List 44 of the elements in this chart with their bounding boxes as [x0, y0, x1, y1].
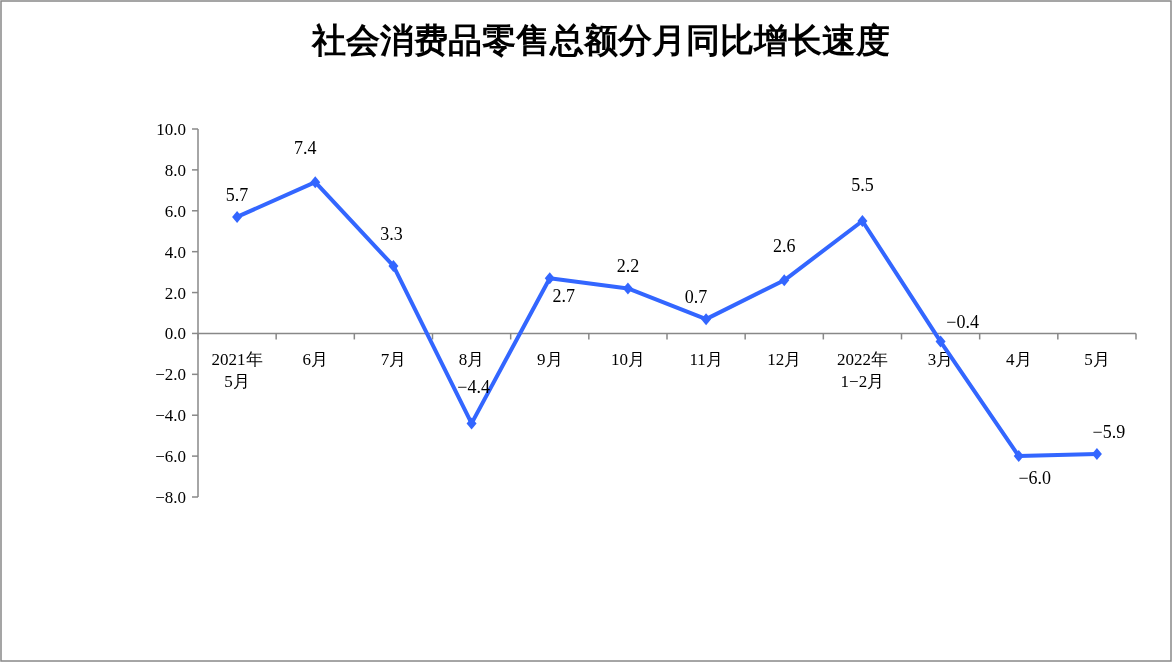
point	[544, 272, 555, 285]
x-tick-label: 4月	[1006, 350, 1032, 370]
x-tick-label: 10月	[610, 350, 645, 370]
chart-title: 社会消费品零售总额分月同比增长速度	[311, 22, 890, 59]
point	[310, 176, 321, 189]
x-tick-label: 12月	[767, 350, 802, 370]
data-label: 2.2	[616, 256, 640, 277]
y-tick-label: −4.0	[155, 406, 186, 426]
y-tick-label: −6.0	[155, 447, 186, 467]
x-tick-label: 5月	[1084, 350, 1110, 370]
data-label: −6.0	[1018, 468, 1052, 489]
y-tick-label: 4.0	[164, 242, 186, 262]
y-tick-label: −2.0	[155, 365, 186, 385]
y-tick-label: 6.0	[164, 201, 186, 221]
point	[388, 259, 399, 272]
y-tick-label: 2.0	[164, 283, 186, 303]
point	[935, 335, 946, 348]
y-tick-label: 10.0	[156, 120, 186, 139]
x-tick-label: 2022年 1−2月	[836, 350, 888, 392]
data-label: −5.9	[1092, 422, 1126, 443]
point	[701, 313, 712, 326]
data-label: 5.7	[225, 184, 249, 205]
point	[779, 274, 790, 287]
data-label: 3.3	[380, 223, 403, 244]
y-tick-label: 0.0	[164, 324, 186, 344]
x-tick-label: 8月	[458, 350, 485, 370]
data-label: −4.4	[457, 377, 490, 398]
data-label: 2.6	[773, 236, 796, 257]
y-tick-label: 8.0	[164, 160, 186, 180]
y-tick-label: −8.0	[155, 488, 186, 507]
x-tick-label: 7月	[380, 350, 407, 370]
x-tick-label: 2021年 5月	[211, 350, 263, 392]
data-label: 7.4	[294, 138, 317, 159]
x-tick-label: 6月	[302, 350, 328, 370]
data-label: 5.5	[851, 175, 874, 195]
x-tick-label: 11月	[689, 350, 723, 370]
data-label: −0.4	[946, 311, 979, 332]
data-label: 2.7	[552, 286, 575, 307]
x-tick-label: 9月	[537, 350, 563, 370]
point	[466, 417, 477, 430]
point	[1013, 450, 1024, 463]
point	[857, 215, 868, 227]
data-label: 0.7	[684, 287, 708, 308]
point	[232, 210, 243, 223]
